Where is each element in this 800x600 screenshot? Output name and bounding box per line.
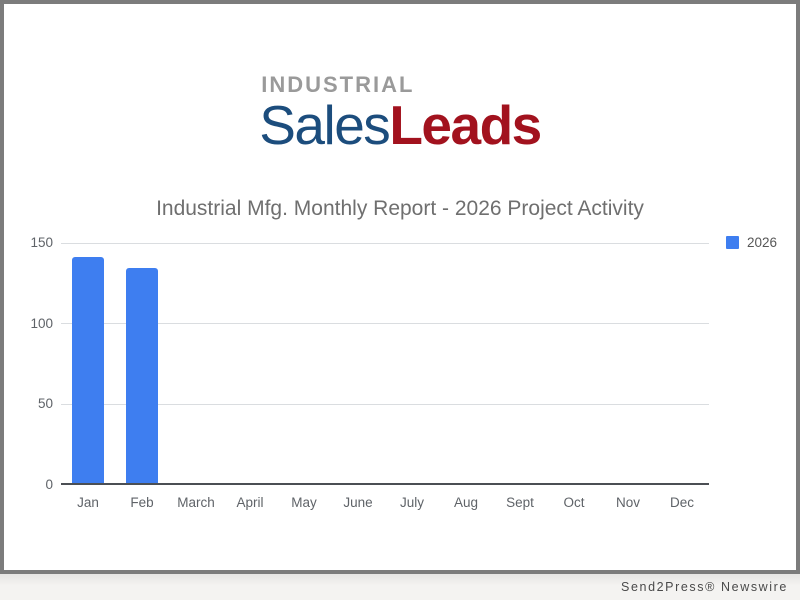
- chart-card: INDUSTRIAL SalesLeads Industrial Mfg. Mo…: [0, 0, 800, 574]
- legend: 2026: [726, 235, 777, 250]
- gridline-50: [61, 403, 709, 405]
- x-axis-label-may: May: [291, 495, 317, 510]
- x-axis-label-aug: Aug: [453, 495, 479, 510]
- x-axis-label-oct: Oct: [563, 495, 585, 510]
- x-axis-label-july: July: [399, 495, 425, 510]
- logo-industrial-text: INDUSTRIAL: [261, 72, 415, 97]
- y-axis-tick-150: 150: [30, 235, 53, 250]
- logo-leads-text: Leads: [389, 94, 542, 156]
- bar-feb[interactable]: [126, 268, 158, 483]
- y-axis-tick-50: 50: [37, 396, 53, 412]
- bar-jan[interactable]: [72, 257, 104, 483]
- chart-title: Industrial Mfg. Monthly Report - 2026 Pr…: [156, 197, 644, 220]
- legend-label: 2026: [747, 235, 778, 250]
- logo-wordmark: SalesLeads: [259, 98, 542, 153]
- x-axis-label-feb: Feb: [130, 495, 154, 510]
- x-axis-label-dec: Dec: [669, 495, 695, 510]
- gridline-100: [61, 323, 709, 325]
- gridline-150: [61, 242, 709, 244]
- logo-sales-text: Sales: [259, 94, 391, 156]
- x-axis-label-jan: Jan: [77, 495, 99, 510]
- footer-credit: Send2Press® Newswire: [621, 580, 788, 594]
- x-axis-label-nov: Nov: [615, 495, 641, 510]
- legend-swatch: [726, 236, 739, 249]
- logo: INDUSTRIAL SalesLeads: [259, 72, 542, 153]
- plot-area: 0 50 100 150 Jan Feb March April May June July Aug S…: [30, 235, 709, 510]
- y-axis-tick-100: 100: [30, 315, 53, 331]
- x-axis-label-sept: Sept: [506, 495, 534, 510]
- x-axis-label-april: April: [236, 495, 264, 510]
- x-axis-label-june: June: [343, 495, 373, 510]
- footer-bar: Send2Press® Newswire: [0, 574, 800, 600]
- x-axis-label-march: March: [177, 495, 215, 510]
- y-axis-tick-0: 0: [45, 477, 53, 492]
